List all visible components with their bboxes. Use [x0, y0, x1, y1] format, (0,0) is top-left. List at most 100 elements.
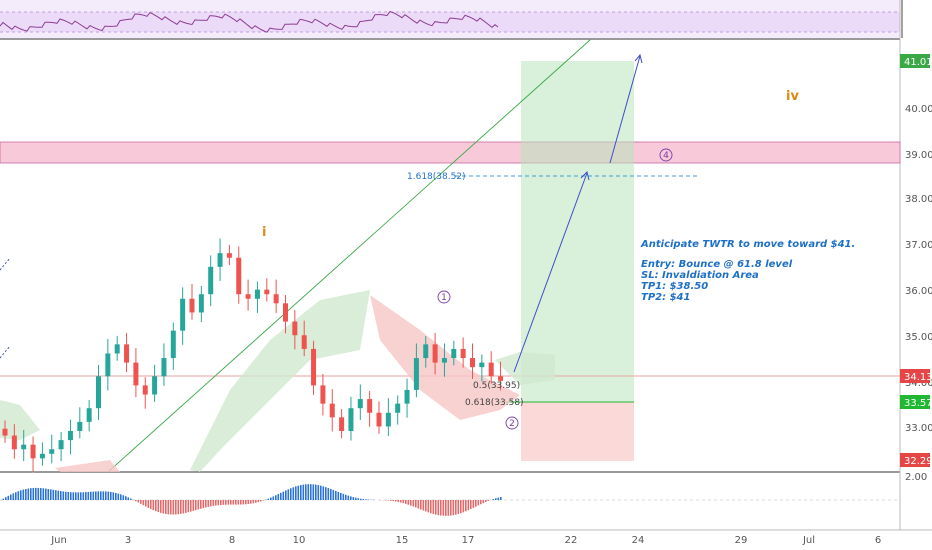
- tag-3357: 33.57: [904, 398, 932, 409]
- osc-bar: [137, 500, 140, 503]
- candle-body: [49, 449, 55, 454]
- osc-bar: [275, 495, 277, 500]
- osc-bar: [320, 485, 322, 500]
- osc-bar: [295, 486, 297, 500]
- arrowhead-1: [580, 171, 590, 181]
- osc-bar: [105, 491, 107, 500]
- osc-bar: [17, 491, 20, 500]
- osc-bar: [240, 500, 242, 505]
- osc-bar: [30, 488, 32, 500]
- osc-bar: [67, 491, 70, 500]
- osc-bar: [330, 488, 332, 500]
- osc-bar: [355, 497, 357, 500]
- candle-body: [329, 403, 335, 418]
- osc-bar: [477, 500, 480, 506]
- osc-bar: [195, 500, 197, 511]
- osc-bar: [100, 491, 102, 500]
- osc-bar: [352, 497, 355, 500]
- osc-bar: [130, 498, 132, 500]
- osc-bar: [97, 491, 100, 500]
- candle-body: [395, 403, 401, 413]
- annotation-entry: Entry: Bounce @ 61.8 level: [641, 259, 793, 270]
- osc-bar: [402, 500, 405, 504]
- cloud-segment: [55, 460, 120, 472]
- osc-bar: [395, 500, 397, 502]
- osc-bar: [75, 492, 77, 500]
- osc-bar: [242, 500, 245, 505]
- candle-body: [423, 344, 429, 359]
- osc-bar: [115, 492, 117, 500]
- osc-bar: [500, 497, 502, 500]
- osc-bar: [325, 487, 327, 500]
- osc-bar: [412, 500, 415, 507]
- osc-bar: [90, 491, 92, 500]
- annotation-sl: SL: Invaldiation Area: [641, 270, 759, 281]
- candle-body: [58, 440, 64, 450]
- candle-body: [161, 358, 167, 377]
- osc-bar: [437, 500, 440, 516]
- tag-41-bg: [900, 54, 930, 68]
- fib-0618-label: 0.618(33.58): [465, 398, 524, 408]
- candle-body: [21, 444, 27, 450]
- osc-bar: [342, 493, 345, 500]
- osc-bar: [82, 492, 85, 500]
- candle-body: [441, 358, 447, 363]
- osc-bar: [202, 500, 205, 509]
- candle-body: [413, 358, 419, 390]
- osc-bar: [170, 500, 172, 515]
- osc-bar: [60, 491, 62, 500]
- osc-bar: [345, 494, 347, 500]
- osc-bar: [95, 491, 97, 500]
- osc-bar: [285, 490, 287, 500]
- candle-body: [208, 266, 214, 295]
- osc-bar: [70, 492, 72, 500]
- candle-body: [339, 417, 345, 431]
- osc-bar: [110, 491, 112, 500]
- osc-bar: [220, 500, 222, 506]
- osc-bar: [125, 496, 127, 500]
- osc-bar: [25, 488, 27, 500]
- candle-body: [198, 294, 204, 313]
- osc-bar: [365, 499, 367, 500]
- candle-body: [292, 321, 298, 336]
- osc-bar: [390, 500, 392, 501]
- ichimoku-cloud: [0, 290, 555, 472]
- wave-circle-4: [659, 148, 673, 162]
- osc-bar: [182, 500, 185, 514]
- osc-bar: [252, 500, 255, 504]
- candle-body: [124, 344, 130, 363]
- candle-body: [301, 335, 307, 349]
- osc-bar: [177, 500, 180, 515]
- osc-bar: [485, 500, 487, 502]
- osc-bar: [440, 500, 442, 516]
- osc-bar: [287, 489, 290, 500]
- candle-body: [498, 376, 504, 381]
- osc-bar: [397, 500, 400, 502]
- osc-bar: [482, 500, 485, 504]
- candle-body: [264, 289, 270, 295]
- osc-bar: [297, 485, 300, 500]
- osc-bar: [45, 488, 47, 500]
- osc-bar: [92, 491, 95, 500]
- wave-circle-1-label: 1: [441, 293, 447, 303]
- osc-bar: [292, 487, 295, 500]
- osc-bar: [415, 500, 417, 508]
- osc-bar: [312, 484, 315, 500]
- candle-body: [77, 421, 83, 431]
- osc-bar: [10, 494, 12, 500]
- osc-bar: [127, 497, 130, 500]
- osc-bar: [460, 500, 462, 514]
- osc-bar: [317, 485, 320, 500]
- candle-body: [245, 294, 251, 299]
- candle-body: [11, 435, 17, 450]
- x-tick-10: 10: [293, 535, 306, 546]
- osc-bar: [107, 491, 110, 500]
- tag-3413-bg: [900, 369, 930, 383]
- osc-bar: [165, 500, 167, 514]
- osc-bar: [280, 492, 282, 500]
- oscillator-histogram: [2, 484, 502, 516]
- candle-body: [152, 376, 158, 395]
- osc-bar: [422, 500, 425, 511]
